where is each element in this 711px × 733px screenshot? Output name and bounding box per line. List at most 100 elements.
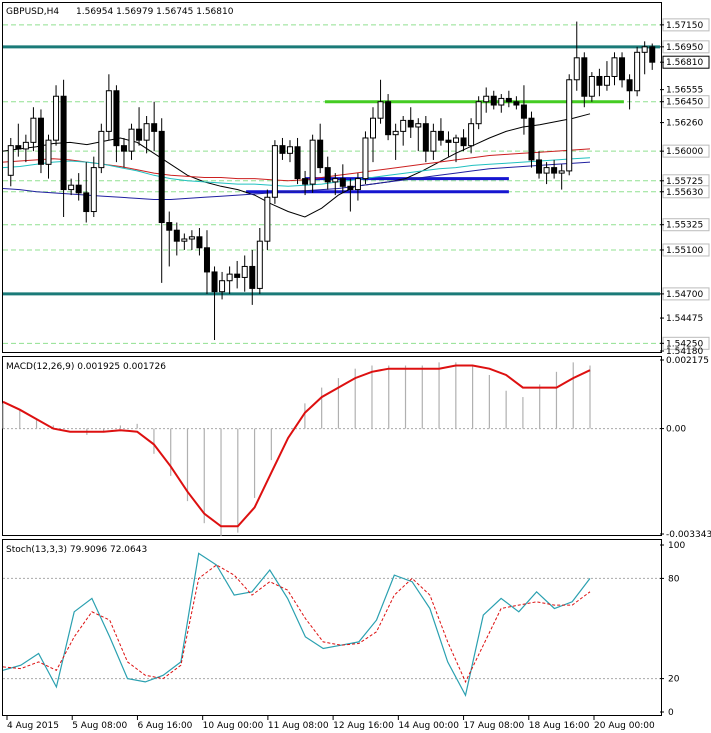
macd-tick-label: 0.002175 [666,356,709,366]
candle-body [136,128,143,141]
stoch-tick-label: 80 [668,574,680,584]
candle-body [98,130,105,169]
price-panel-frame [2,2,662,353]
price-tick-label: 1.54700 [666,290,703,300]
candle-body [53,95,60,141]
candle-body [302,178,309,185]
candle-body [279,145,286,154]
candle-body [128,128,135,152]
candle-body [203,247,210,273]
price-tick-label: 1.56950 [666,43,703,53]
stoch-level-lines [3,577,660,680]
price-tick-label: 1.54250 [666,339,703,349]
candle-body [324,167,331,183]
candle-body [611,57,618,77]
candle-body [385,101,392,136]
moving-average-ma_blue [2,161,591,200]
candle-body [377,101,384,119]
candle-body [226,273,233,282]
time-tick-label: 14 Aug 00:00 [398,721,459,731]
candle-body [75,184,82,194]
candle-body [460,137,467,147]
time-tick-label: 6 Aug 16:00 [137,721,192,731]
candle-body [286,146,293,154]
candle-body [256,240,263,289]
candle-body [22,141,29,150]
time-axis: 4 Aug 2015 5 Aug 08:00 6 Aug 16:00 10 Aug 0… [6,716,655,731]
candle-body [490,95,497,106]
candle-body [649,46,656,63]
macd-tick-label: 0.00 [666,425,686,435]
price-tick-label: 1.56555 [666,86,703,96]
candle-body [173,229,180,242]
candle-body [528,117,535,161]
candle-body [558,170,565,174]
candle-body [332,178,339,183]
macd-panel-label: MACD(12,26,9) 0.001925 0.001726 [6,362,166,372]
candle-body [90,167,97,213]
candle-body [271,145,278,198]
price-tick-label: 1.55630 [666,188,703,198]
candle-body [483,95,490,103]
candle-body [143,123,150,141]
candle-body [422,123,429,152]
candle-body [573,57,580,81]
candle-body [641,46,648,53]
chart-ohlc-label: 1.56954 1.56979 1.56745 1.56810 [76,7,234,17]
candle-body [83,192,90,213]
macd-signal-series [2,364,591,528]
price-tick-label: 1.55725 [666,177,703,187]
price-tick-label: 1.56810 [666,58,703,68]
macd-tick-label: -0.003343 [666,530,711,540]
candle-body [317,139,324,169]
price-tick-label: 1.54180 [666,347,703,357]
candle-body [619,57,626,81]
candle-body [339,178,346,187]
candle-body [475,101,482,125]
stoch-lines [2,552,591,698]
stoch-main-series [2,552,591,698]
stoch-panel-label: Stoch(13,3,3) 79.9096 72.0643 [6,545,147,555]
candle-body [151,123,158,132]
price-axis: 1.57150 1.56950 1.56810 1.56555 1.56450 1.562… [660,18,710,357]
candle-body [437,130,444,141]
candle-body [166,222,173,231]
candle-body [581,57,588,97]
candle-body [588,75,595,97]
candle-body [354,178,361,191]
candle-body [211,271,218,293]
candle-body [566,79,573,172]
candle-body [362,137,369,180]
candle-body [536,159,543,174]
candle-body [551,167,558,174]
price-tick-label: 1.56260 [666,119,703,129]
time-tick-label: 11 Aug 08:00 [268,721,329,731]
candle-body [188,236,195,240]
candle-body [181,238,188,242]
candle-body [219,280,226,293]
candle-body [105,90,112,132]
stoch-tick-label: 0 [668,708,674,718]
candle-body [294,146,301,180]
macd-panel-frame [2,356,662,536]
candle-body [196,236,203,249]
candle-body [634,51,641,92]
candle-body [468,123,475,147]
candle-body [415,123,422,128]
price-tick-label: 1.55100 [666,246,703,256]
macd-axis: 0.002175 0.00 -0.003343 [660,356,711,540]
candle-body [543,167,550,174]
candle-body [596,75,603,86]
price-tick-label: 1.56450 [666,98,703,108]
price-tick-label: 1.57150 [666,21,703,31]
candle-body [498,97,505,106]
candle-body [264,196,271,242]
candle-body [347,185,354,191]
candle-body [113,90,120,147]
candle-body [392,130,399,136]
candle-body [241,265,248,278]
candle-body [234,273,241,278]
candle-body [520,104,527,119]
time-tick-label: 4 Aug 2015 [7,721,59,731]
